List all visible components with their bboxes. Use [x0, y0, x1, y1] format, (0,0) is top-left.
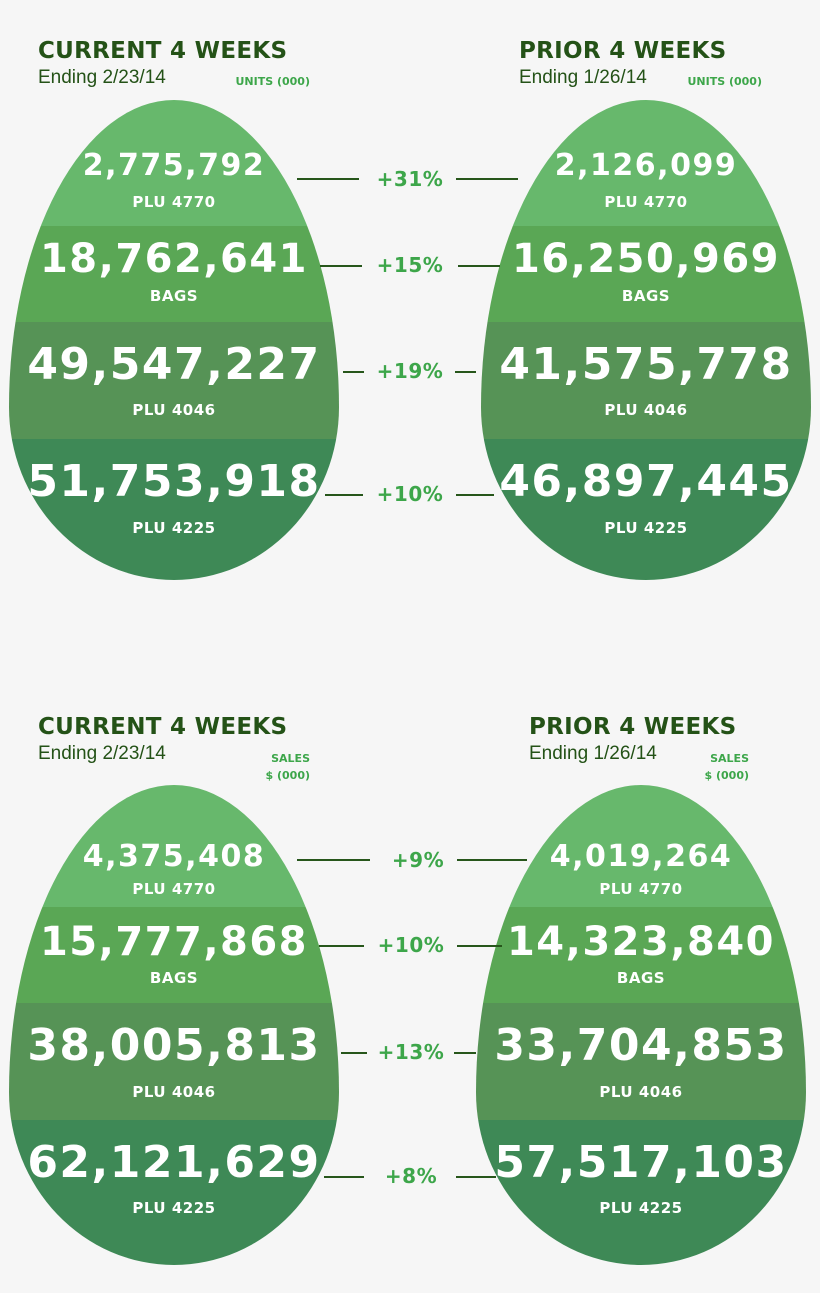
sales-current-label-plu4225: PLU 4225 [132, 1199, 216, 1217]
sales-prior-band-bags: 14,323,840 BAGS [476, 907, 806, 1003]
units-current-value-plu4770: 2,775,792 [82, 148, 266, 183]
units-prior-label-plu4046: PLU 4046 [604, 401, 688, 419]
sales-prior-unit-line1: SALES [710, 752, 749, 765]
sales-change-plu4225: +8% [384, 1164, 438, 1188]
sales-connector-right-bags [457, 945, 502, 947]
sales-current-band-plu4225: 62,121,629 PLU 4225 [9, 1120, 339, 1265]
units-prior-label-plu4770: PLU 4770 [604, 193, 688, 211]
sales-prior-value-bags: 14,323,840 [506, 919, 776, 965]
units-connector-right-plu4046 [455, 371, 476, 373]
units-change-plu4225: +10% [376, 482, 444, 506]
units-prior-band-plu4046: 41,575,778 PLU 4046 [481, 322, 811, 439]
sales-change-bags: +10% [377, 933, 445, 957]
units-connector-right-plu4770 [456, 178, 518, 180]
units-connector-left-plu4225 [325, 494, 363, 496]
sales-change-plu4770: +9% [391, 848, 445, 872]
sales-prior-egg: 4,019,264 PLU 4770 14,323,840 BAGS 33,70… [476, 785, 806, 1265]
units-prior-band-plu4770: 2,126,099 PLU 4770 [481, 100, 811, 226]
sales-connector-left-plu4046 [341, 1052, 367, 1054]
sales-current-label-bags: BAGS [149, 969, 199, 987]
sales-prior-unit: SALES $ (000) [679, 750, 750, 784]
sales-current-unit: SALES $ (000) [240, 750, 311, 784]
sales-prior-label-plu4225: PLU 4225 [599, 1199, 683, 1217]
sales-current-band-plu4046: 38,005,813 PLU 4046 [9, 1003, 339, 1120]
units-prior-band-bags: 16,250,969 BAGS [481, 226, 811, 322]
units-prior-label-bags: BAGS [621, 287, 671, 305]
units-connector-left-plu4046 [343, 371, 364, 373]
sales-prior-value-plu4770: 4,019,264 [549, 839, 733, 874]
sales-current-header: CURRENT 4 WEEKS Ending 2/23/14 [38, 714, 287, 766]
units-connector-left-bags [320, 265, 362, 267]
sales-current-egg: 4,375,408 PLU 4770 15,777,868 BAGS 38,00… [9, 785, 339, 1265]
sales-current-title: CURRENT 4 WEEKS [38, 714, 288, 740]
units-prior-header: PRIOR 4 WEEKS Ending 1/26/14 [519, 38, 727, 90]
units-current-label-plu4046: PLU 4046 [132, 401, 216, 419]
sales-prior-unit-line2: $ (000) [704, 769, 750, 782]
units-current-unit: UNITS (000) [235, 75, 310, 88]
units-current-band-plu4770: 2,775,792 PLU 4770 [9, 100, 339, 226]
units-prior-value-bags: 16,250,969 [511, 236, 781, 282]
sales-connector-left-bags [319, 945, 364, 947]
sales-current-label-plu4770: PLU 4770 [132, 880, 216, 898]
sales-prior-label-plu4770: PLU 4770 [599, 880, 683, 898]
sales-prior-band-plu4770: 4,019,264 PLU 4770 [476, 785, 806, 907]
units-current-value-plu4225: 51,753,918 [27, 456, 321, 507]
sales-prior-label-plu4046: PLU 4046 [599, 1083, 683, 1101]
sales-connector-right-plu4225 [456, 1176, 496, 1178]
units-connector-right-plu4225 [456, 494, 494, 496]
units-current-egg: 2,775,792 PLU 4770 18,762,641 BAGS 49,54… [9, 100, 339, 580]
units-current-label-bags: BAGS [149, 287, 199, 305]
units-current-ending: Ending 2/23/14 [38, 67, 166, 88]
sales-connector-right-plu4046 [454, 1052, 476, 1054]
units-prior-band-plu4225: 46,897,445 PLU 4225 [481, 439, 811, 580]
sales-connector-left-plu4770 [297, 859, 370, 861]
sales-prior-header: PRIOR 4 WEEKS Ending 1/26/14 [529, 714, 737, 766]
units-current-band-plu4225: 51,753,918 PLU 4225 [9, 439, 339, 580]
sales-current-ending: Ending 2/23/14 [38, 743, 166, 764]
units-prior-value-plu4046: 41,575,778 [499, 339, 793, 390]
sales-current-label-plu4046: PLU 4046 [132, 1083, 216, 1101]
sales-current-value-plu4225: 62,121,629 [27, 1137, 321, 1188]
sales-current-unit-line1: SALES [271, 752, 310, 765]
sales-prior-band-plu4046: 33,704,853 PLU 4046 [476, 1003, 806, 1120]
sales-current-band-bags: 15,777,868 BAGS [9, 907, 339, 1003]
units-current-band-plu4046: 49,547,227 PLU 4046 [9, 322, 339, 439]
sales-prior-ending: Ending 1/26/14 [529, 743, 657, 764]
sales-connector-left-plu4225 [324, 1176, 364, 1178]
units-prior-unit: UNITS (000) [687, 75, 762, 88]
units-current-band-bags: 18,762,641 BAGS [9, 226, 339, 322]
units-current-value-bags: 18,762,641 [39, 236, 309, 282]
sales-prior-value-plu4046: 33,704,853 [494, 1020, 788, 1071]
sales-current-value-bags: 15,777,868 [39, 919, 309, 965]
units-current-value-plu4046: 49,547,227 [27, 339, 321, 390]
units-prior-ending: Ending 1/26/14 [519, 67, 647, 88]
sales-current-value-plu4770: 4,375,408 [82, 839, 266, 874]
units-prior-value-plu4225: 46,897,445 [499, 456, 793, 507]
sales-current-band-plu4770: 4,375,408 PLU 4770 [9, 785, 339, 907]
units-change-bags: +15% [376, 253, 444, 277]
units-connector-left-plu4770 [297, 178, 359, 180]
sales-current-value-plu4046: 38,005,813 [27, 1020, 321, 1071]
units-prior-label-plu4225: PLU 4225 [604, 519, 688, 537]
units-current-label-plu4770: PLU 4770 [132, 193, 216, 211]
units-change-plu4046: +19% [376, 359, 444, 383]
units-connector-right-bags [458, 265, 500, 267]
sales-prior-label-bags: BAGS [616, 969, 666, 987]
sales-connector-right-plu4770 [457, 859, 527, 861]
sales-prior-title: PRIOR 4 WEEKS [529, 714, 737, 740]
units-current-title: CURRENT 4 WEEKS [38, 38, 288, 64]
sales-current-unit-line2: $ (000) [265, 769, 311, 782]
sales-prior-value-plu4225: 57,517,103 [494, 1137, 788, 1188]
units-current-label-plu4225: PLU 4225 [132, 519, 216, 537]
sales-prior-band-plu4225: 57,517,103 PLU 4225 [476, 1120, 806, 1265]
sales-change-plu4046: +13% [377, 1040, 445, 1064]
units-prior-value-plu4770: 2,126,099 [554, 148, 738, 183]
units-current-header: CURRENT 4 WEEKS Ending 2/23/14 [38, 38, 287, 90]
units-prior-title: PRIOR 4 WEEKS [519, 38, 727, 64]
units-prior-egg: 2,126,099 PLU 4770 16,250,969 BAGS 41,57… [481, 100, 811, 580]
units-change-plu4770: +31% [376, 167, 444, 191]
